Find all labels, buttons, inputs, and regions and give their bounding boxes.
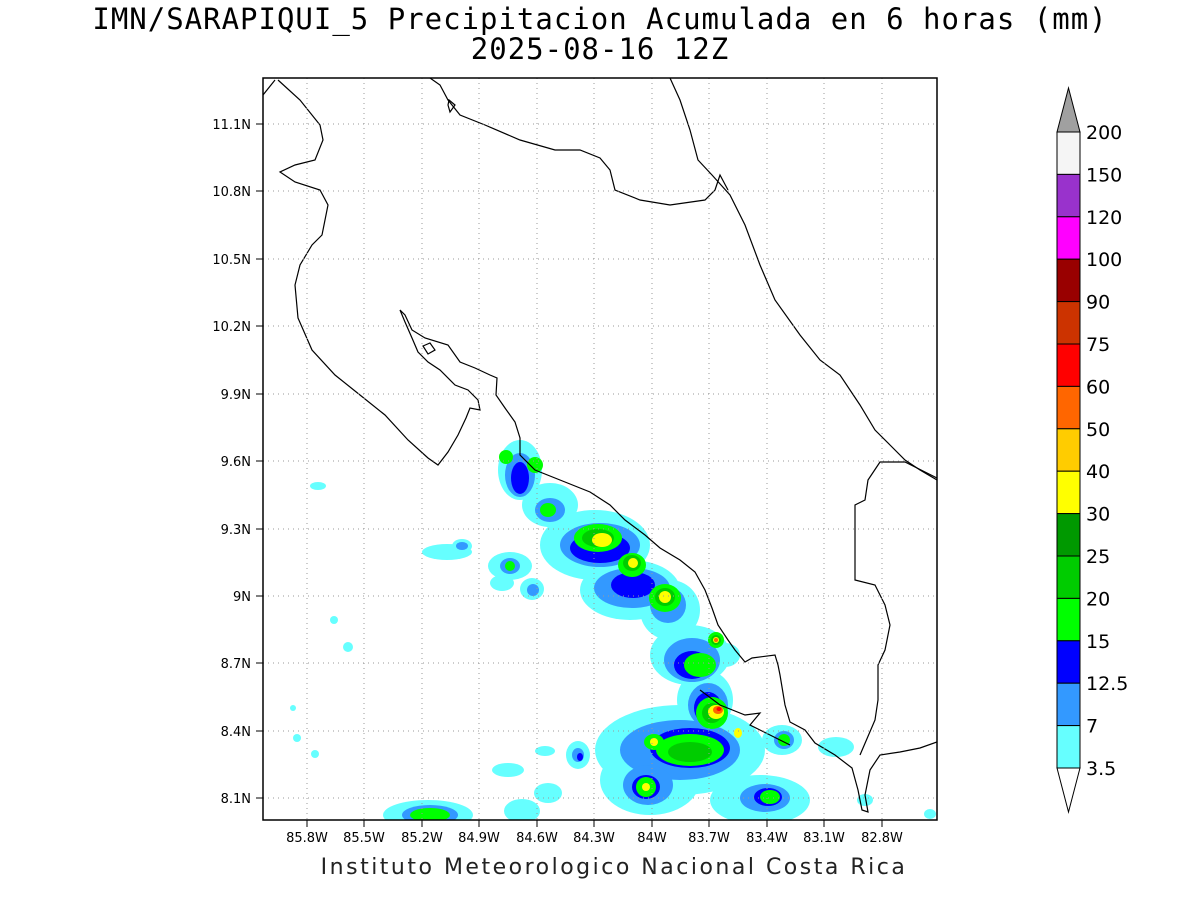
colorbar-swatch [1056, 682, 1081, 727]
colorbar-label: 30 [1086, 504, 1110, 526]
colorbar-label: 7 [1086, 716, 1098, 738]
colorbar-swatch [1056, 470, 1081, 515]
colorbar-label: 120 [1086, 207, 1122, 229]
colorbar-swatch [1056, 385, 1081, 430]
lat-label: 9.6N [221, 455, 251, 470]
map-title: IMN/SARAPIQUI_5 Precipitacion Acumulada … [92, 2, 1108, 36]
map-frame [262, 77, 938, 821]
lat-label: 9N [233, 590, 251, 605]
credit-text: Instituto Meteorologico Nacional Costa R… [320, 855, 908, 880]
latitude-labels: 11.1N 10.8N 10.5N 10.2N 9.9N 9.6N 9.3N 9… [212, 118, 251, 807]
colorbar-label: 75 [1086, 334, 1110, 356]
lat-label: 8.4N [221, 725, 251, 740]
colorbar-swatch [1056, 725, 1081, 769]
colorbar-label: 25 [1086, 546, 1110, 568]
lon-label: 83.7W [688, 831, 730, 846]
lon-label: 82.8W [861, 831, 903, 846]
lon-label: 84.3W [573, 831, 615, 846]
colorbar-swatch [1056, 343, 1081, 387]
colorbar-label: 150 [1086, 164, 1122, 186]
colorbar-label: 200 [1086, 122, 1122, 144]
colorbar-label: 12.5 [1086, 673, 1128, 695]
colorbar-swatch [1056, 640, 1081, 684]
colorbar-label: 100 [1086, 249, 1122, 271]
lon-label: 84W [637, 831, 667, 846]
colorbar-swatch [1056, 597, 1081, 642]
colorbar-bottom-arrow [1056, 767, 1081, 814]
coastline [263, 78, 937, 813]
lon-label: 85.2W [401, 831, 443, 846]
colorbar-label: 90 [1086, 292, 1110, 314]
colorbar-swatch [1056, 513, 1081, 557]
lon-label: 83.1W [803, 831, 845, 846]
colorbar-swatch [1056, 173, 1081, 218]
colorbar-label: 50 [1086, 419, 1110, 441]
lat-label: 8.1N [221, 792, 251, 807]
lat-label: 9.3N [221, 523, 251, 538]
colorbar-swatch [1056, 301, 1081, 345]
graticule [263, 78, 937, 820]
lon-label: 85.8W [286, 831, 328, 846]
colorbar-label: 40 [1086, 461, 1110, 483]
colorbar-swatch [1056, 216, 1081, 260]
colorbar-label: 3.5 [1086, 758, 1116, 780]
colorbar-swatch [1056, 258, 1081, 303]
colorbar: 200 150 120 100 90 75 60 50 40 30 25 20 15 12.5 7 3.5 [1056, 86, 1128, 814]
lon-label: 83.4W [746, 831, 788, 846]
colorbar-label: 15 [1086, 631, 1110, 653]
colorbar-swatch [1056, 428, 1081, 472]
lat-label: 8.7N [221, 657, 251, 672]
colorbar-label: 20 [1086, 588, 1110, 610]
precipitation-field [290, 440, 936, 820]
map-date: 2025-08-16 12Z [470, 32, 730, 66]
colorbar-swatch [1056, 555, 1081, 599]
lon-label: 85.5W [343, 831, 385, 846]
lon-label: 84.6W [516, 831, 558, 846]
colorbar-top-arrow [1056, 86, 1081, 133]
lat-label: 11.1N [212, 118, 251, 133]
colorbar-swatch [1056, 131, 1081, 175]
lat-label: 10.5N [212, 253, 251, 268]
lat-label: 10.8N [212, 185, 251, 200]
colorbar-label: 60 [1086, 376, 1110, 398]
lat-label: 10.2N [212, 320, 251, 335]
longitude-labels: 85.8W 85.5W 85.2W 84.9W 84.6W 84.3W 84W … [286, 831, 903, 846]
lat-label: 9.9N [221, 388, 251, 403]
lon-label: 84.9W [458, 831, 500, 846]
tick-marks [256, 123, 883, 827]
